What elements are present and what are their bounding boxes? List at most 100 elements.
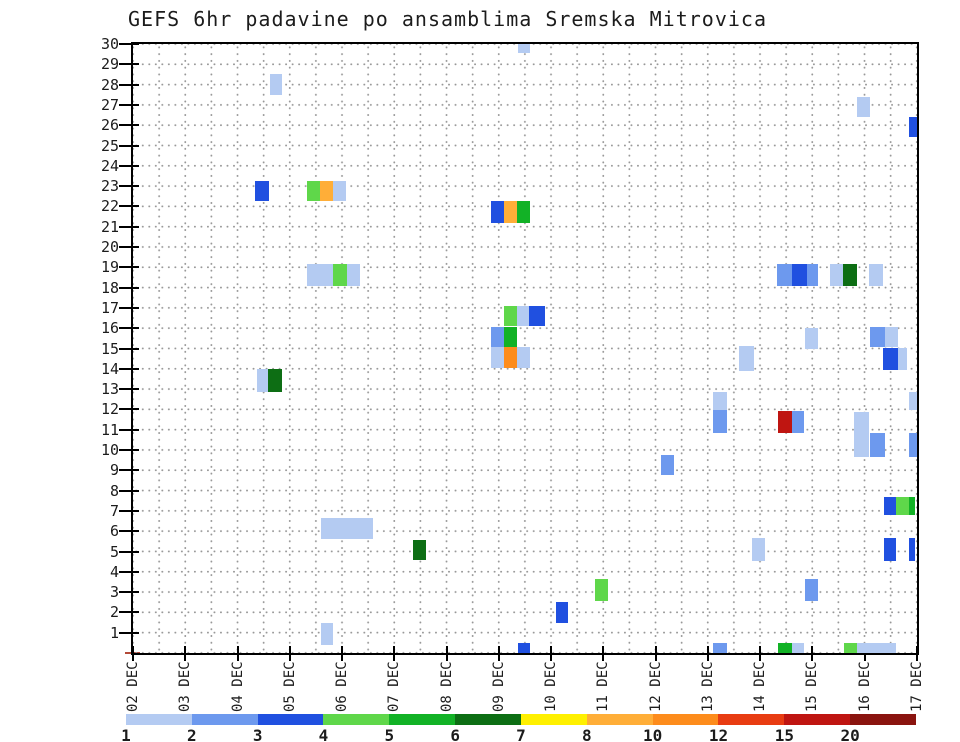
heatmap-cell (854, 412, 870, 457)
x-date-label: 14 DEC (752, 661, 769, 712)
y-tick-label: 27 (100, 95, 119, 114)
colorbar-label: 10 (643, 726, 663, 742)
heatmap-cell (869, 327, 886, 348)
heatmap-cell (516, 305, 530, 327)
y-tick-label: 11 (100, 420, 119, 439)
heatmap-cell (491, 347, 505, 368)
x-date-label: 17 DEC (909, 661, 925, 712)
heatmap-cell (908, 391, 917, 410)
heatmap-cell (529, 305, 545, 327)
colorbar-label: 20 (840, 726, 860, 742)
y-tick (119, 83, 139, 86)
x-date-label: 05 DEC (281, 661, 298, 712)
y-tick-label: 15 (100, 339, 119, 358)
heatmap-cell (333, 180, 347, 202)
heatmap-cell (842, 264, 858, 286)
y-tick (119, 124, 139, 127)
heatmap-cell (898, 348, 908, 370)
heatmap-cell (517, 44, 531, 54)
heatmap-cell (908, 538, 916, 561)
y-tick-label: 10 (100, 441, 119, 459)
heatmap-cell (556, 601, 569, 624)
y-tick-label: 19 (100, 258, 119, 277)
y-tick (119, 205, 139, 208)
x-date-label: 06 DEC (334, 661, 351, 712)
heatmap-cell (333, 264, 348, 286)
x-tick (341, 646, 344, 661)
y-tick (119, 449, 139, 451)
colorbar-label: 4 (318, 726, 329, 742)
y-tick (119, 469, 139, 472)
heatmap-cell (908, 432, 917, 458)
heatmap-cell (829, 264, 843, 286)
y-tick (119, 185, 139, 188)
heatmap-cell (908, 496, 916, 516)
heatmap-cell (412, 539, 426, 561)
y-tick-label: 12 (100, 400, 119, 419)
colorbar-segment (520, 714, 587, 725)
plot-area: 30 29 28 27 26 25 24 23 22 21 20 19 18 17 16 15 14 13 12 11… (101, 35, 925, 712)
x-date-label: 15 DEC (804, 661, 821, 712)
heatmap-cell (806, 264, 818, 286)
y-tick (119, 43, 139, 45)
y-tick (119, 428, 139, 431)
heatmap-cell (739, 346, 754, 371)
x-date-label: 13 DEC (699, 661, 716, 712)
x-date-label: 10 DEC (543, 661, 560, 712)
colorbar-label: 15 (774, 726, 794, 742)
heatmap-cell (307, 264, 334, 286)
heatmap-cell (347, 264, 361, 286)
x-date-label: 12 DEC (647, 661, 664, 712)
y-tick-label: 4 (109, 562, 119, 581)
heatmap-cell (908, 117, 917, 138)
colorbar-label: 6 (450, 726, 460, 742)
y-tick-label: 6 (109, 522, 119, 541)
x-tick (550, 646, 553, 661)
colorbar-segment (455, 714, 521, 725)
y-tick (119, 388, 139, 391)
heatmap-cell (883, 538, 896, 561)
x-tick (132, 646, 134, 661)
heatmap-cell (712, 642, 727, 653)
heatmap-cell (320, 517, 373, 540)
y-tick-label: 18 (100, 278, 119, 297)
x-tick (445, 646, 448, 661)
heatmap-cell (712, 410, 727, 433)
heatmap-cell (594, 579, 608, 601)
y-tick (119, 530, 139, 533)
chart-title: GEFS 6hr padavine po ansamblima Sremska … (128, 7, 768, 31)
x-date-label: 03 DEC (177, 661, 194, 712)
heatmap-cell (857, 642, 896, 653)
colorbar-segment (323, 714, 390, 725)
colorbar-segment (718, 714, 785, 725)
heatmap-cell (777, 264, 793, 286)
heatmap-cell (254, 180, 269, 202)
colorbar-segment (257, 714, 324, 725)
y-tick-label: 29 (100, 55, 119, 74)
heatmap-cell (844, 642, 858, 653)
heatmap-cell (791, 642, 804, 653)
y-tick (119, 550, 139, 553)
y-tick (119, 509, 139, 512)
heatmap-cell (712, 391, 727, 410)
y-tick (119, 63, 139, 66)
y-tick-label: 8 (109, 481, 119, 500)
x-date-label: 11 DEC (595, 661, 612, 712)
y-tick (119, 144, 139, 147)
y-tick-label: 28 (100, 75, 119, 94)
y-tick (119, 266, 139, 269)
y-tick-label: 20 (100, 238, 119, 256)
x-date-label: 04 DEC (229, 661, 246, 712)
colorbar-label: 12 (708, 726, 729, 742)
colorbar-segment (389, 714, 456, 725)
y-tick-label: 16 (100, 319, 119, 338)
x-date-label: 07 DEC (386, 661, 403, 712)
colorbar-label: 2 (187, 726, 197, 742)
heatmap-cell (885, 327, 899, 348)
y-tick (119, 631, 139, 634)
x-tick (393, 646, 396, 661)
heatmap-cell (516, 201, 530, 223)
colorbar-segment (784, 714, 851, 725)
y-tick-label: 2 (109, 603, 119, 622)
y-tick-label: 17 (100, 298, 119, 317)
